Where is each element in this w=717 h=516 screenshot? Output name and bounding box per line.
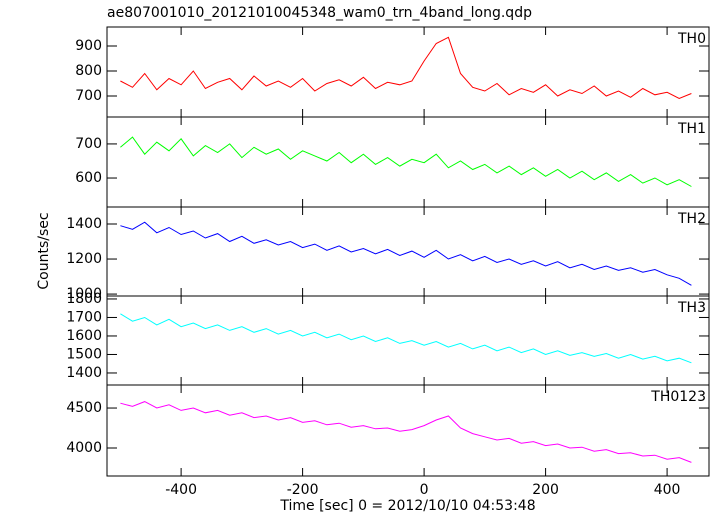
panel-frame	[106, 384, 710, 477]
x-tick-label: -200	[287, 482, 319, 498]
y-tick-label: 4000	[66, 440, 102, 456]
x-tick-label: 200	[532, 482, 559, 498]
y-tick-label: 4500	[66, 400, 102, 416]
y-tick-label: 900	[75, 38, 102, 54]
x-tick-label: 400	[654, 482, 681, 498]
y-tick-label: 1600	[66, 328, 102, 344]
y-axis-label: Counts/sec	[36, 212, 52, 289]
y-tick-label: 1500	[66, 346, 102, 362]
panel-label: TH1	[677, 121, 706, 137]
panel-frame	[106, 26, 710, 118]
y-tick-label: 1000	[66, 286, 102, 302]
y-tick-label: 600	[75, 170, 102, 186]
y-tick-label: 700	[75, 88, 102, 104]
y-tick-label: 1800	[66, 291, 102, 307]
series-line	[120, 136, 692, 187]
y-tick-label: 1700	[66, 309, 102, 325]
series-line	[120, 221, 692, 286]
series-line	[120, 313, 692, 364]
panel-label: TH0	[677, 31, 706, 47]
panel-frame	[106, 206, 710, 297]
series-line	[120, 401, 692, 463]
chart-title: ae807001010_20121010045348_wam0_trn_4ban…	[107, 5, 532, 21]
panel-label: TH3	[677, 300, 706, 316]
y-tick-label: 1200	[66, 251, 102, 267]
x-tick-label: -400	[165, 482, 197, 498]
panel-frame	[106, 295, 710, 386]
panel-label: TH0123	[650, 389, 706, 405]
y-tick-label: 1400	[66, 365, 102, 381]
y-tick-label: 1400	[66, 216, 102, 232]
y-tick-label: 800	[75, 63, 102, 79]
series-line	[120, 36, 692, 100]
x-tick-label: 0	[420, 482, 429, 498]
panel-label: TH2	[677, 211, 706, 227]
y-tick-label: 700	[75, 136, 102, 152]
x-axis-label: Time [sec] 0 = 2012/10/10 04:53:48	[279, 498, 535, 514]
